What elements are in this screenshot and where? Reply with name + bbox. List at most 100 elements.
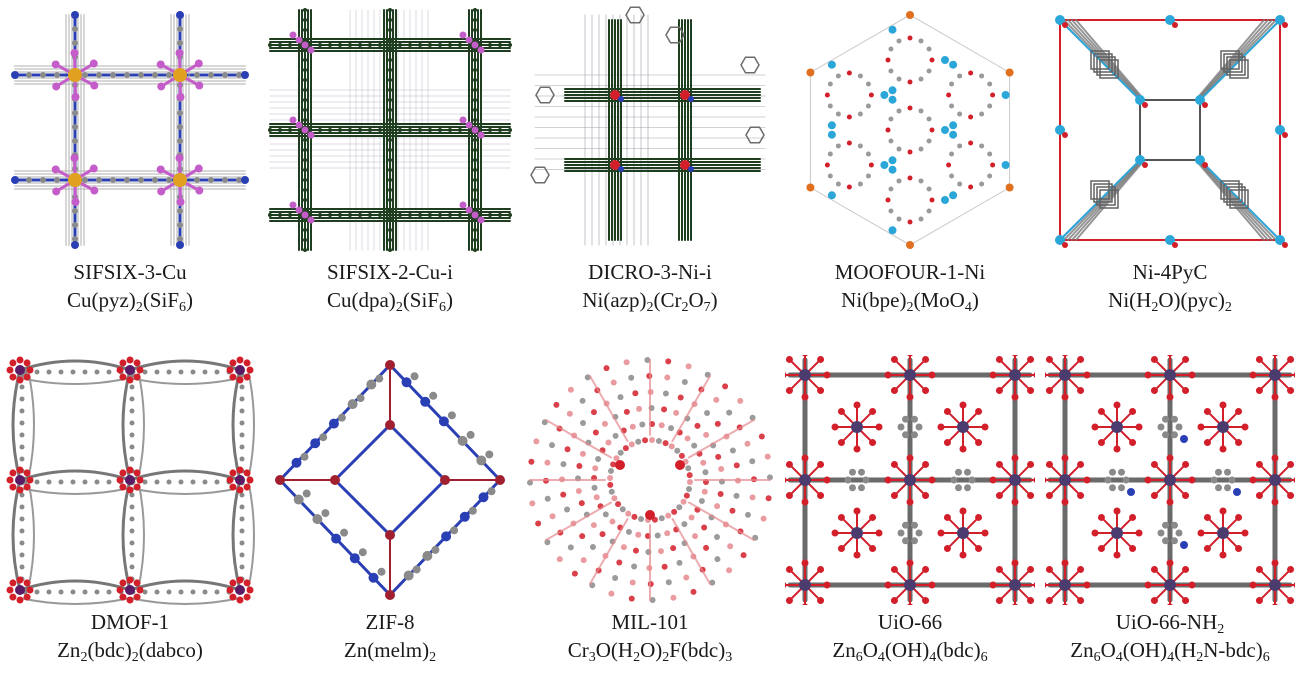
atom [428,43,432,47]
atom [835,143,841,149]
atom [592,465,599,472]
atom [438,416,449,427]
atom [591,484,598,491]
panel-dmof-1: DMOF-1 Zn2(bdc)2(dabco) [5,355,255,675]
atom [1091,423,1099,431]
atom [603,365,610,372]
atom [303,168,307,172]
atom [235,475,245,485]
atom [801,559,809,567]
atom [799,579,811,591]
atom [869,439,877,447]
atom [458,128,462,132]
atom [229,359,237,367]
atom [957,73,963,79]
atom [599,531,606,538]
atom [1164,369,1176,381]
atom [214,479,220,485]
atom [955,468,962,476]
atom [1182,565,1190,573]
atom [981,423,989,431]
atom [631,513,638,520]
atom [236,177,242,183]
atom [888,46,894,52]
atom [918,178,924,184]
atom [1241,529,1249,537]
atom [831,529,839,537]
atom [1127,488,1135,496]
atom [1113,401,1121,409]
atom [90,186,99,195]
atom [553,401,560,408]
atom [46,589,52,595]
atom [1271,498,1279,506]
atom [1045,372,1047,378]
atom [1195,95,1205,105]
atom [737,397,744,404]
atom [1062,355,1068,357]
atom [471,211,479,219]
atom [875,423,883,431]
atom [1113,551,1121,559]
bond [388,423,447,482]
atom [246,586,254,594]
atom [1162,521,1169,529]
atom [835,73,841,79]
atom [303,208,307,212]
atom [388,208,392,212]
atom [15,475,25,485]
atom [1061,498,1069,506]
atom [1282,132,1288,138]
atom [979,111,985,117]
atom [644,357,651,364]
atom [34,589,40,595]
bond [589,517,629,585]
atom [631,563,638,570]
atom [857,143,863,149]
formula-text: O [1100,638,1116,662]
formula-text: Ni(H [1108,288,1152,312]
atom [96,177,102,183]
atom [388,8,392,12]
atom [1287,387,1295,395]
atom [23,359,31,367]
atom [1293,477,1295,483]
atom [686,472,693,479]
atom [1150,387,1158,395]
atom [571,570,578,577]
atom [471,126,479,134]
atom [23,579,31,587]
atom [303,218,307,222]
atom [19,540,25,546]
atom [685,465,692,472]
atom [72,222,78,228]
atom [1282,22,1288,28]
panel-ni-4pyc: Ni-4PyC Ni(H2O)(pyc)2 [1045,5,1295,325]
atom [904,474,916,486]
bond [589,375,629,443]
atom [478,492,489,503]
formula-subscript: 4 [964,300,972,315]
atom [639,421,646,428]
atom [946,162,952,168]
atom [303,8,307,12]
atom [609,518,616,525]
atom [884,476,892,484]
ring [1223,183,1243,203]
atom [685,485,692,492]
atom [82,589,88,595]
atom [906,559,914,567]
atom [89,59,98,68]
atom [664,374,671,381]
atom [358,128,362,132]
atom [477,216,485,224]
atom [890,460,898,468]
atom [823,371,831,379]
atom [890,492,898,500]
atom [142,479,148,485]
atom [959,445,967,453]
atom [473,48,477,52]
atom [9,483,17,491]
atom [1235,407,1243,415]
atom [208,177,214,183]
